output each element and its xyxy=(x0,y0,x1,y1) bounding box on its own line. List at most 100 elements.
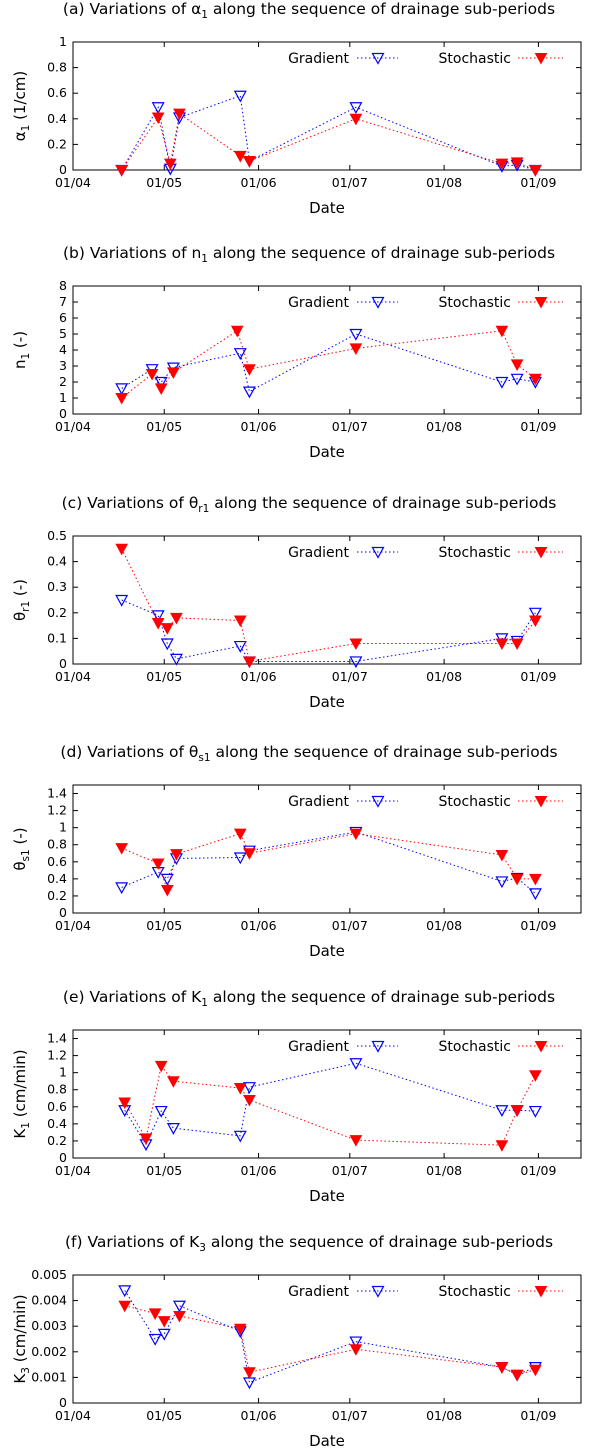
stochastic-point xyxy=(173,108,186,121)
legend-label-stochastic: Stochastic xyxy=(439,545,511,561)
x-tick-label: 01/04 xyxy=(55,1163,91,1178)
gradient-series-line xyxy=(121,333,536,393)
y-tick-label: 0.002 xyxy=(31,1344,67,1359)
stochastic-point xyxy=(349,828,363,841)
y-tick-label: 0.8 xyxy=(47,1082,67,1097)
ylabel-subscript: s1 xyxy=(20,849,32,861)
x-tick-label: 01/04 xyxy=(55,669,91,684)
gradient-point xyxy=(242,386,256,399)
panel-f: (f) Variations of K3 along the sequence … xyxy=(11,1233,582,1448)
stochastic-point xyxy=(243,1367,256,1379)
ylabel-symbol: α xyxy=(11,131,29,141)
gradient-series-line xyxy=(121,95,536,171)
stochastic-point xyxy=(349,1344,363,1356)
x-tick-label: 01/05 xyxy=(146,669,182,684)
ylabel-suffix: (-) xyxy=(11,827,29,849)
panel-title: (c) Variations of θr1 along the sequence… xyxy=(62,494,557,515)
y-tick-label: 6 xyxy=(59,310,67,325)
gradient-point xyxy=(118,1285,132,1298)
stochastic-point xyxy=(170,612,183,625)
gradient-point xyxy=(151,610,165,623)
y-tick-label: 1 xyxy=(59,1065,67,1080)
title-subscript: 1 xyxy=(201,997,208,1009)
stochastic-point xyxy=(154,1060,168,1073)
gradient-point xyxy=(169,653,183,666)
y-tick-label: 1.4 xyxy=(47,786,67,801)
stochastic-point xyxy=(495,158,509,171)
ylabel-subscript: r1 xyxy=(20,601,32,612)
x-axis-label: Date xyxy=(309,199,345,217)
stochastic-point xyxy=(148,1308,162,1320)
stochastic-point xyxy=(151,858,165,871)
title-prefix: (b) Variations of xyxy=(63,244,192,262)
gradient-point xyxy=(495,1105,509,1117)
y-tick-label: 3 xyxy=(59,358,67,373)
legend-marker-stochastic xyxy=(534,796,548,808)
title-suffix: along the sequence of drainage sub-perio… xyxy=(211,743,558,761)
panel-title: (d) Variations of θs1 along the sequence… xyxy=(60,743,557,764)
legend: Gradient Stochastic xyxy=(288,794,563,810)
title-suffix: along the sequence of drainage sub-perio… xyxy=(208,244,555,262)
y-tick-label: 0 xyxy=(59,406,67,421)
ylabel-suffix: (-) xyxy=(11,579,29,601)
ylabel-symbol: K xyxy=(11,1373,29,1384)
y-tick-label: 1 xyxy=(59,820,67,835)
stochastic-point xyxy=(243,364,256,376)
y-tick-label: 0 xyxy=(59,656,67,671)
gradient-point xyxy=(349,1058,363,1071)
y-tick-label: 0.005 xyxy=(31,1267,67,1282)
y-tick-label: 0.4 xyxy=(47,554,67,569)
gradient-point xyxy=(157,1328,171,1341)
y-tick-label: 0.2 xyxy=(47,605,67,620)
y-axis-label: K1 (cm/min) xyxy=(11,1049,32,1138)
x-axis-label: Date xyxy=(309,1432,345,1448)
stochastic-point xyxy=(115,165,129,177)
stochastic-point xyxy=(349,343,363,355)
stochastic-point xyxy=(115,543,129,556)
y-tick-label: 1.2 xyxy=(47,1048,67,1063)
panel-b: (b) Variations of n1 along the sequence … xyxy=(11,244,582,461)
x-tick-label: 01/09 xyxy=(520,669,556,684)
stochastic-series-line xyxy=(124,1064,536,1146)
stochastic-point xyxy=(173,1310,186,1323)
y-tick-label: 0.2 xyxy=(47,888,67,903)
stochastic-series-line xyxy=(121,548,536,663)
gradient-point xyxy=(233,90,247,103)
gradient-point xyxy=(160,638,174,651)
y-tick-label: 5 xyxy=(59,326,67,341)
title-subscript: 1 xyxy=(201,9,208,21)
gradient-point xyxy=(495,376,509,389)
legend-marker-stochastic xyxy=(534,547,548,559)
stochastic-point xyxy=(243,656,256,668)
stochastic-point xyxy=(167,1076,180,1088)
title-prefix: (e) Variations of xyxy=(63,988,191,1006)
y-tick-label: 0.8 xyxy=(47,60,67,75)
stochastic-point xyxy=(115,843,129,855)
x-tick-label: 01/06 xyxy=(241,1163,277,1178)
stochastic-point xyxy=(154,383,168,395)
ylabel-symbol: n xyxy=(11,360,29,370)
title-suffix: along the sequence of drainage sub-perio… xyxy=(208,988,555,1006)
stochastic-point xyxy=(233,150,247,163)
x-tick-label: 01/09 xyxy=(520,419,556,434)
y-tick-label: 0.1 xyxy=(47,630,67,645)
title-suffix: along the sequence of drainage sub-perio… xyxy=(206,1233,553,1251)
plot-frame xyxy=(72,535,582,665)
stochastic-point xyxy=(139,1133,153,1145)
gradient-series-line xyxy=(121,831,536,894)
ylabel-subscript: 1 xyxy=(20,353,32,360)
gradient-point xyxy=(233,348,247,360)
stochastic-point xyxy=(167,367,180,379)
stochastic-point xyxy=(157,1316,171,1328)
x-tick-label: 01/06 xyxy=(241,1408,277,1423)
stochastic-point xyxy=(115,393,129,405)
stochastic-point xyxy=(118,1300,132,1313)
x-tick-label: 01/08 xyxy=(426,1163,462,1178)
legend-marker-gradient xyxy=(371,296,385,309)
panel-title: (f) Variations of K3 along the sequence … xyxy=(65,1233,553,1254)
ylabel-subscript: 1 xyxy=(20,125,32,132)
title-symbol: K xyxy=(189,1233,200,1251)
panel-title: (a) Variations of α1 along the sequence … xyxy=(63,0,555,21)
title-symbol: n xyxy=(191,244,201,262)
stochastic-point xyxy=(510,1105,524,1117)
